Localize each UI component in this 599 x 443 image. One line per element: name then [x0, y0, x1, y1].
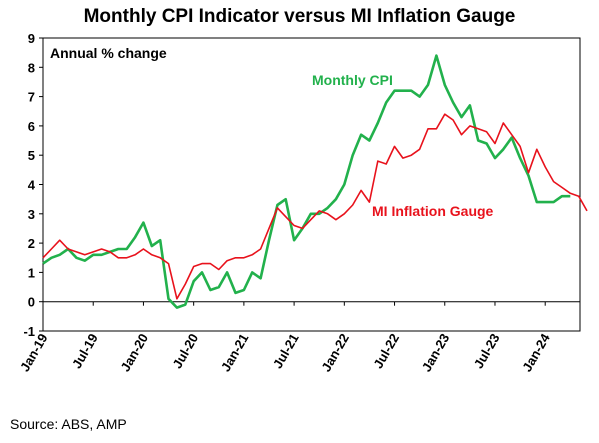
y-tick-label: 9 — [28, 31, 35, 46]
x-tick-label: Jul-22 — [370, 331, 402, 371]
x-tick-label: Jul-20 — [169, 331, 201, 371]
chart-title: Monthly CPI Indicator versus MI Inflatio… — [83, 6, 516, 27]
y-tick-label: 3 — [28, 207, 35, 222]
axes: -1 0 1 2 3 4 5 6 7 8 9 Jan-19 Jul-19 Jan-20 Jul-20 Jan-… — [17, 31, 581, 374]
y-tick-label: 0 — [28, 295, 35, 310]
x-tick-label: Jan-20 — [117, 331, 151, 374]
y-axis-label: Annual % change — [50, 45, 167, 61]
series-layer — [42, 54, 588, 309]
y-tick-label: -1 — [23, 324, 35, 339]
annotation-monthly-cpi: Monthly CPI — [312, 72, 393, 88]
y-tick-label: 2 — [28, 236, 35, 251]
x-tick-label: Jan-22 — [318, 331, 352, 374]
y-tick-label: 7 — [28, 90, 35, 105]
y-tick-label: 4 — [28, 178, 36, 193]
x-tick-label: Jan-24 — [519, 330, 553, 374]
x-tick-label: Jan-19 — [17, 331, 51, 374]
x-tick-label: Jul-19 — [69, 331, 101, 371]
y-tick-label: 5 — [28, 148, 35, 163]
x-tick-label: Jul-21 — [270, 331, 302, 371]
y-tick-label: 6 — [28, 119, 35, 134]
x-tick-label: Jul-23 — [471, 331, 503, 371]
y-tick-label: 8 — [28, 60, 35, 75]
annotation-mi-inflation-gauge: MI Inflation Gauge — [372, 203, 494, 219]
y-tick-label: 1 — [28, 265, 35, 280]
series-line-mi-inflation-gauge — [42, 113, 588, 300]
series-line-monthly-cpi — [42, 54, 571, 309]
x-tick-label: Jan-21 — [218, 331, 252, 374]
x-tick-label: Jan-23 — [419, 331, 453, 374]
source-note: Source: ABS, AMP — [10, 416, 127, 432]
